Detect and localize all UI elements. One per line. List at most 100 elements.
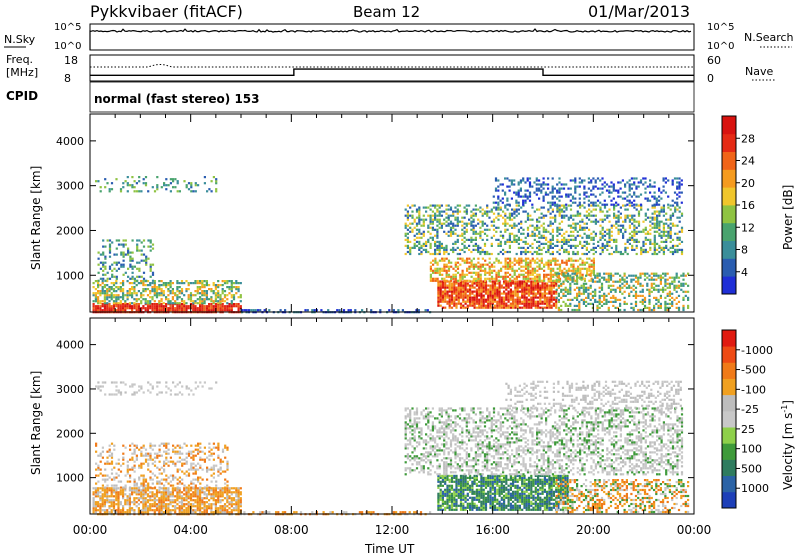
cell (425, 248, 428, 251)
cell (452, 224, 455, 227)
cell (585, 210, 588, 213)
cell (569, 226, 573, 229)
cell (436, 228, 439, 231)
cell (208, 307, 211, 310)
cell (124, 501, 127, 504)
cell (214, 292, 217, 295)
cell (669, 228, 672, 231)
cell (532, 292, 535, 295)
cell (579, 242, 582, 245)
cell (101, 292, 104, 295)
cell (607, 284, 610, 287)
cell (342, 309, 346, 312)
cell (279, 309, 282, 312)
cell (484, 298, 488, 301)
cell (468, 265, 471, 268)
cell (486, 204, 489, 207)
cell (411, 230, 414, 233)
cell (637, 195, 640, 198)
cell (171, 501, 174, 504)
cell (201, 300, 204, 303)
cell (201, 282, 204, 285)
cell (472, 279, 475, 282)
cell (453, 288, 456, 291)
cell (106, 491, 109, 494)
cell (92, 487, 95, 490)
cell (507, 306, 510, 309)
cell (521, 300, 524, 303)
cell (482, 296, 485, 299)
cell (671, 280, 674, 283)
cell (106, 239, 109, 242)
cell (664, 272, 667, 275)
cell (640, 252, 643, 256)
cell (579, 206, 582, 209)
cell (666, 282, 669, 285)
cell (436, 224, 439, 227)
cell (549, 204, 552, 207)
cell (474, 230, 477, 233)
cell (436, 271, 439, 274)
cell (659, 278, 662, 281)
cell (566, 298, 570, 301)
cell (554, 271, 557, 274)
cell (649, 179, 652, 182)
cell (505, 292, 508, 295)
cell (112, 505, 116, 508)
cell (648, 292, 651, 295)
cell (178, 302, 181, 305)
cell (494, 177, 498, 180)
cell (449, 226, 453, 229)
cell (644, 236, 647, 239)
cell (678, 187, 681, 190)
cell (505, 304, 508, 307)
cell (162, 302, 165, 305)
cell (634, 296, 638, 299)
cell (212, 495, 215, 498)
cell (151, 186, 154, 189)
cell (144, 487, 147, 490)
cell (546, 282, 549, 285)
cell (657, 300, 660, 303)
cell (514, 290, 517, 293)
cell (140, 253, 143, 256)
cell (456, 218, 459, 221)
cell (176, 190, 179, 193)
cell (128, 495, 131, 498)
cell (592, 259, 595, 262)
cell (653, 206, 656, 209)
cell (576, 304, 579, 307)
cell (515, 277, 518, 280)
cell (540, 261, 543, 264)
cell (108, 300, 111, 303)
cell (496, 290, 499, 293)
cell (263, 309, 266, 312)
cell (537, 286, 540, 289)
cell (169, 190, 172, 193)
cell (582, 284, 585, 287)
cell (441, 298, 444, 301)
cell (450, 275, 453, 278)
cell (659, 276, 662, 279)
cell (411, 210, 414, 213)
cell (649, 185, 652, 188)
cell (606, 242, 609, 245)
cell (551, 230, 554, 233)
cell (560, 216, 564, 219)
cell (176, 495, 179, 498)
cell (637, 181, 640, 184)
cell (441, 267, 444, 270)
cell (110, 294, 113, 297)
cell (196, 309, 199, 312)
cell (487, 304, 490, 307)
power-cells (92, 176, 690, 314)
cell (455, 282, 458, 285)
cell (495, 216, 498, 219)
cell (632, 284, 635, 287)
cell (537, 292, 540, 295)
cell (104, 265, 107, 268)
cell (646, 250, 650, 254)
cell (219, 298, 222, 301)
cell (567, 257, 571, 260)
cell (131, 292, 134, 295)
